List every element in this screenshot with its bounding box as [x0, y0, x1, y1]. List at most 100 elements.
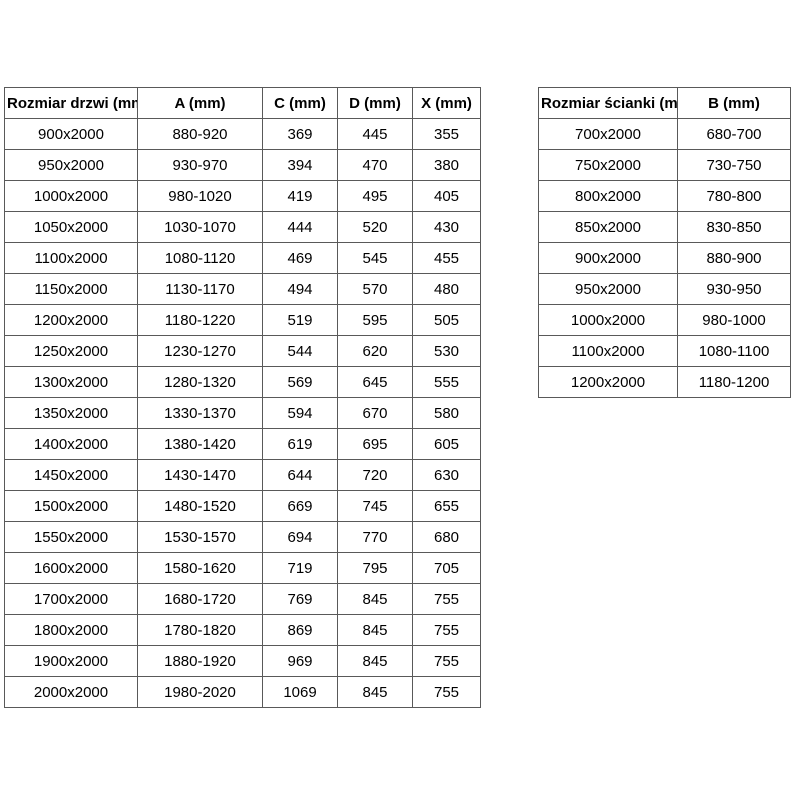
table-cell: 1300x2000 — [4, 366, 138, 398]
table-cell: 645 — [337, 366, 413, 398]
table-cell: 455 — [412, 242, 481, 274]
table-cell: 1180-1220 — [137, 304, 263, 336]
table-cell: 755 — [412, 614, 481, 646]
table-row: 950x2000 930-950 — [538, 273, 791, 305]
table-row: 1600x2000 1580-1620 719 795 705 — [4, 552, 481, 584]
table-cell: 445 — [337, 118, 413, 150]
table-cell: 519 — [262, 304, 338, 336]
table-cell: 470 — [337, 149, 413, 181]
table-cell: 1450x2000 — [4, 459, 138, 491]
header-row: Rozmiar ścianki (mm)B (mm) — [538, 87, 791, 119]
table-cell: 630 — [412, 459, 481, 491]
table-row: 1200x2000 1180-1200 — [538, 366, 791, 398]
table-row: 900x2000 880-920 369 445 355 — [4, 118, 481, 150]
table-row: 1250x2000 1230-1270 544 620 530 — [4, 335, 481, 367]
table-cell: 520 — [337, 211, 413, 243]
table-cell: 1530-1570 — [137, 521, 263, 553]
table-row: 950x2000 930-970 394 470 380 — [4, 149, 481, 181]
table-cell: 480 — [412, 273, 481, 305]
table-cell: 930-950 — [677, 273, 791, 305]
table-cell: 1700x2000 — [4, 583, 138, 615]
table-row: 1100x2000 1080-1120 469 545 455 — [4, 242, 481, 274]
table-row: 800x2000 780-800 — [538, 180, 791, 212]
table-cell: 755 — [412, 676, 481, 708]
column-header: Rozmiar ścianki (mm) — [538, 87, 678, 119]
table-cell: 900x2000 — [4, 118, 138, 150]
table-row: 1800x2000 1780-1820 869 845 755 — [4, 614, 481, 646]
table-cell: 850x2000 — [538, 211, 678, 243]
table-cell: 1800x2000 — [4, 614, 138, 646]
table-cell: 544 — [262, 335, 338, 367]
table-cell: 655 — [412, 490, 481, 522]
table-row: 700x2000 680-700 — [538, 118, 791, 150]
table-cell: 680 — [412, 521, 481, 553]
column-header: C (mm) — [262, 87, 338, 119]
table-cell: 1900x2000 — [4, 645, 138, 677]
table-cell: 1000x2000 — [538, 304, 678, 336]
table-cell: 930-970 — [137, 149, 263, 181]
table-cell: 1680-1720 — [137, 583, 263, 615]
table-cell: 845 — [337, 614, 413, 646]
table-cell: 594 — [262, 397, 338, 429]
table-row: 1300x2000 1280-1320 569 645 555 — [4, 366, 481, 398]
table-cell: 1080-1100 — [677, 335, 791, 367]
table-cell: 680-700 — [677, 118, 791, 150]
table-cell: 1200x2000 — [4, 304, 138, 336]
table-cell: 620 — [337, 335, 413, 367]
table-cell: 1350x2000 — [4, 397, 138, 429]
table-cell: 845 — [337, 645, 413, 677]
table-cell: 1430-1470 — [137, 459, 263, 491]
table-cell: 780-800 — [677, 180, 791, 212]
table-row: 1900x2000 1880-1920 969 845 755 — [4, 645, 481, 677]
table-cell: 570 — [337, 273, 413, 305]
table-cell: 795 — [337, 552, 413, 584]
table-cell: 495 — [337, 180, 413, 212]
table-cell: 1880-1920 — [137, 645, 263, 677]
table-row: 1550x2000 1530-1570 694 770 680 — [4, 521, 481, 553]
table-cell: 469 — [262, 242, 338, 274]
table-cell: 595 — [337, 304, 413, 336]
table-cell: 569 — [262, 366, 338, 398]
table-cell: 1250x2000 — [4, 335, 138, 367]
table-cell: 1069 — [262, 676, 338, 708]
table-cell: 1180-1200 — [677, 366, 791, 398]
table-cell: 700x2000 — [538, 118, 678, 150]
table-row: 1400x2000 1380-1420 619 695 605 — [4, 428, 481, 460]
table-cell: 980-1000 — [677, 304, 791, 336]
table-cell: 494 — [262, 273, 338, 305]
table-cell: 1000x2000 — [4, 180, 138, 212]
table-cell: 705 — [412, 552, 481, 584]
table-cell: 1550x2000 — [4, 521, 138, 553]
table-cell: 980-1020 — [137, 180, 263, 212]
table-cell: 720 — [337, 459, 413, 491]
table-cell: 555 — [412, 366, 481, 398]
table-cell: 745 — [337, 490, 413, 522]
table-cell: 1480-1520 — [137, 490, 263, 522]
table-cell: 619 — [262, 428, 338, 460]
door-size-table: Rozmiar drzwi (mm) A (mm) C (mm) D (mm) X (m… — [4, 87, 481, 708]
table-cell: 869 — [262, 614, 338, 646]
table-cell: 845 — [337, 583, 413, 615]
table-cell: 755 — [412, 645, 481, 677]
table-cell: 770 — [337, 521, 413, 553]
column-header: B (mm) — [677, 87, 791, 119]
table-cell: 380 — [412, 149, 481, 181]
table-cell: 969 — [262, 645, 338, 677]
table-cell: 669 — [262, 490, 338, 522]
table-cell: 1780-1820 — [137, 614, 263, 646]
table-cell: 800x2000 — [538, 180, 678, 212]
table-row: 1500x2000 1480-1520 669 745 655 — [4, 490, 481, 522]
table-cell: 1100x2000 — [4, 242, 138, 274]
table-row: 1050x2000 1030-1070 444 520 430 — [4, 211, 481, 243]
table-row: 850x2000 830-850 — [538, 211, 791, 243]
table-cell: 430 — [412, 211, 481, 243]
table-cell: 1400x2000 — [4, 428, 138, 460]
table-row: 1000x2000 980-1020 419 495 405 — [4, 180, 481, 212]
table-cell: 950x2000 — [538, 273, 678, 305]
column-header: Rozmiar drzwi (mm) — [4, 87, 138, 119]
table-cell: 2000x2000 — [4, 676, 138, 708]
table-cell: 1080-1120 — [137, 242, 263, 274]
table-cell: 1330-1370 — [137, 397, 263, 429]
table-row: 1150x2000 1130-1170 494 570 480 — [4, 273, 481, 305]
